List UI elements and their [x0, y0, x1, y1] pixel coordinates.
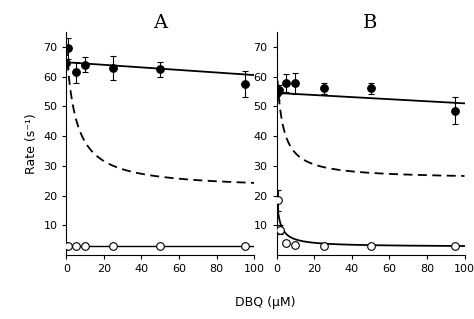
- Text: B: B: [364, 14, 378, 32]
- Text: DBQ (μM): DBQ (μM): [235, 296, 296, 309]
- Text: A: A: [153, 14, 167, 32]
- Y-axis label: Rate (s⁻¹): Rate (s⁻¹): [25, 113, 37, 174]
